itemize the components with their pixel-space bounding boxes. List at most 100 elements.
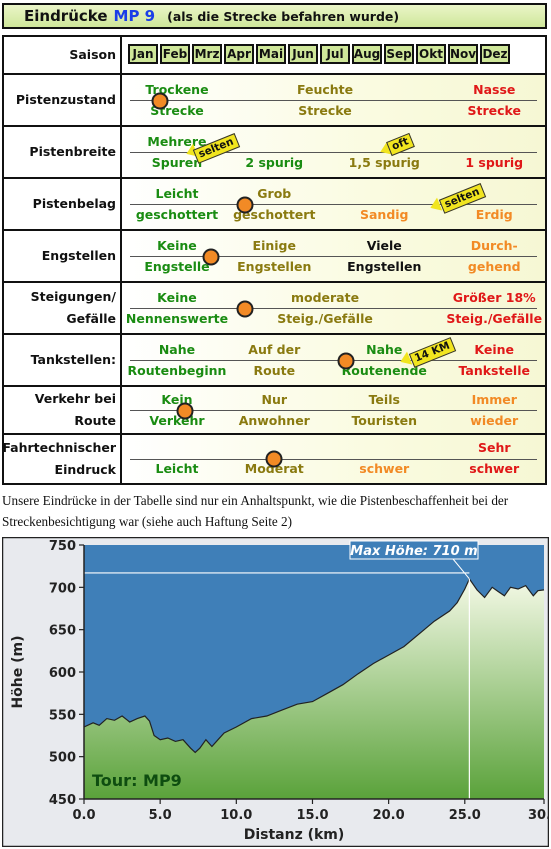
max-callout-line — [450, 556, 470, 580]
month-feb: Feb — [160, 44, 190, 64]
impression-row: Tankstellen: Nahe Routenbeginn Auf der Route… — [4, 335, 545, 387]
scale-label: Engstelle — [144, 259, 210, 274]
elevation-line — [83, 577, 545, 754]
row-label-line: Route — [74, 413, 116, 428]
row-label: Steigungen/Gefälle — [4, 283, 122, 333]
scale-label: Einige — [252, 238, 296, 253]
scale-label: Auf der — [248, 342, 301, 357]
impressions-table: Saison Jan Feb Mrz Apr Mai Jun Jul Aug S… — [2, 35, 547, 485]
row-label: Tankstellen: — [4, 335, 122, 385]
row-label-line: Eindruck — [54, 462, 116, 477]
scale-label: Keine — [157, 290, 197, 305]
scale-label: Keine — [157, 238, 197, 253]
max-height-label: Max Höhe: 710 m — [350, 544, 477, 559]
scale-line — [130, 204, 537, 205]
month-jan: Jan — [128, 44, 158, 64]
impression-row: Steigungen/Gefälle Keine Nennenswerte moder… — [4, 283, 545, 335]
scale-line — [130, 360, 537, 361]
scale-label: Größer 18% — [452, 290, 536, 305]
row-label: Engstellen — [4, 231, 122, 281]
x-tick-label: 30.2 — [528, 808, 549, 823]
scale-label: Steig./Gefälle — [446, 311, 543, 326]
scale-label: Engstellen — [237, 259, 312, 274]
scale-label: schwer — [359, 461, 410, 476]
scale-label: Touristen — [351, 413, 418, 428]
impression-row: Pistenbelag Leicht geschottert Grob geschott… — [4, 179, 545, 231]
scale-label: moderate — [290, 290, 360, 305]
scale-label: Sehr — [477, 440, 511, 455]
scale-label: Nasse — [473, 82, 516, 97]
frequency-tag: 14 KM — [408, 337, 457, 368]
scale-label: Moderat — [244, 461, 304, 476]
scale-label: Engstellen — [347, 259, 422, 274]
mp-code: MP 9 — [113, 7, 156, 25]
season-row: Saison Jan Feb Mrz Apr Mai Jun Jul Aug S… — [4, 37, 545, 75]
scale-label: Nennenswerte — [125, 311, 229, 326]
row-label: Pistenzustand — [4, 75, 122, 125]
scale-label: Strecke — [298, 103, 352, 118]
scale-area: Kein Verkehr Nur Anwohner Teils Touristen Imme… — [122, 387, 545, 433]
impression-row: Verkehr bei Route Kein Verkehr Nur Anwohner Te… — [4, 387, 545, 435]
scale-line — [130, 256, 537, 257]
y-tick-label: 500 — [49, 751, 76, 766]
y-axis-label: Höhe (m) — [10, 635, 26, 708]
tour-label: Tour: MP9 — [92, 771, 182, 790]
month-list: Jan Feb Mrz Apr Mai Jun Jul Aug Sep Okt … — [128, 44, 510, 64]
scale-label: Nur — [261, 392, 288, 407]
row-label-line: Gefälle — [66, 311, 116, 326]
rating-marker — [176, 402, 194, 420]
month-aug: Aug — [352, 44, 382, 64]
y-tick-label: 700 — [49, 581, 76, 596]
scale-area: Nahe Routenbeginn Auf der Route Nahe Routenen… — [122, 335, 545, 385]
scale-label: geschottert — [233, 207, 316, 222]
scale-label: Teils — [368, 392, 400, 407]
elevation-chart: Max Höhe: 710 m 450 500 550 600 650 700 750 0.0 5… — [2, 537, 549, 847]
month-apr: Apr — [224, 44, 254, 64]
scale-label: Erdig — [475, 207, 513, 222]
scale-label: Grob — [257, 186, 292, 201]
rating-marker — [151, 92, 169, 110]
scale-label: 2 spurig — [245, 155, 304, 170]
impression-row: Pistenzustand Trockene Strecke Feuchte Strec… — [4, 75, 545, 127]
month-sep: Sep — [384, 44, 414, 64]
scale-label: Mehrere — [147, 134, 207, 149]
y-tick-label: 550 — [49, 708, 76, 723]
month-jun: Jun — [288, 44, 318, 64]
scale-label: Tankstelle — [458, 363, 530, 378]
month-may: Mai — [256, 44, 286, 64]
scale-label: Strecke — [467, 103, 521, 118]
scale-area: Keine Engstelle Einige Engstellen Viele Engst… — [122, 231, 545, 281]
scale-area: Mehrere Spuren 2 spurig 1,5 spurig 1 spurig s… — [122, 127, 545, 177]
rating-marker — [265, 450, 283, 468]
x-axis-label: Distanz (km) — [244, 827, 345, 843]
scale-label: Verkehr — [149, 413, 205, 428]
impression-row: Pistenbreite Mehrere Spuren 2 spurig 1,5 spu… — [4, 127, 545, 179]
month-nov: Nov — [448, 44, 478, 64]
scale-label: Viele — [366, 238, 402, 253]
title: Eindrücke — [24, 7, 108, 25]
y-tick-label: 750 — [49, 539, 76, 554]
disclaimer-note: Unsere Eindrücke in der Tabelle sind nur… — [2, 493, 509, 529]
row-label: Pistenbreite — [4, 127, 122, 177]
subtitle: (als die Strecke befahren wurde) — [167, 8, 400, 24]
month-mar: Mrz — [192, 44, 222, 64]
row-label-line: Fahrtechnischer — [2, 440, 116, 455]
row-label-line: Steigungen/ — [30, 289, 116, 304]
season-label: Saison — [4, 37, 122, 73]
scale-label: Nahe — [158, 342, 196, 357]
scale-label: gehend — [467, 259, 521, 274]
scale-label: Sandig — [359, 207, 409, 222]
rating-marker — [236, 196, 254, 214]
scale-label: Routenende — [341, 363, 427, 378]
scale-label: Route — [253, 363, 296, 378]
scale-line — [130, 308, 537, 309]
x-tick-label: 25.0 — [449, 808, 481, 823]
y-tick-label: 450 — [49, 793, 76, 808]
scale-label: Nahe — [366, 342, 403, 357]
scale-label: 1 spurig — [465, 155, 524, 170]
x-tick-label: 20.0 — [373, 808, 405, 823]
month-jul: Jul — [320, 44, 350, 64]
elevation-chart-svg: Max Höhe: 710 m 450 500 550 600 650 700 750 0.0 5… — [2, 537, 549, 847]
elevation-area — [84, 578, 544, 799]
scale-line — [130, 152, 537, 153]
